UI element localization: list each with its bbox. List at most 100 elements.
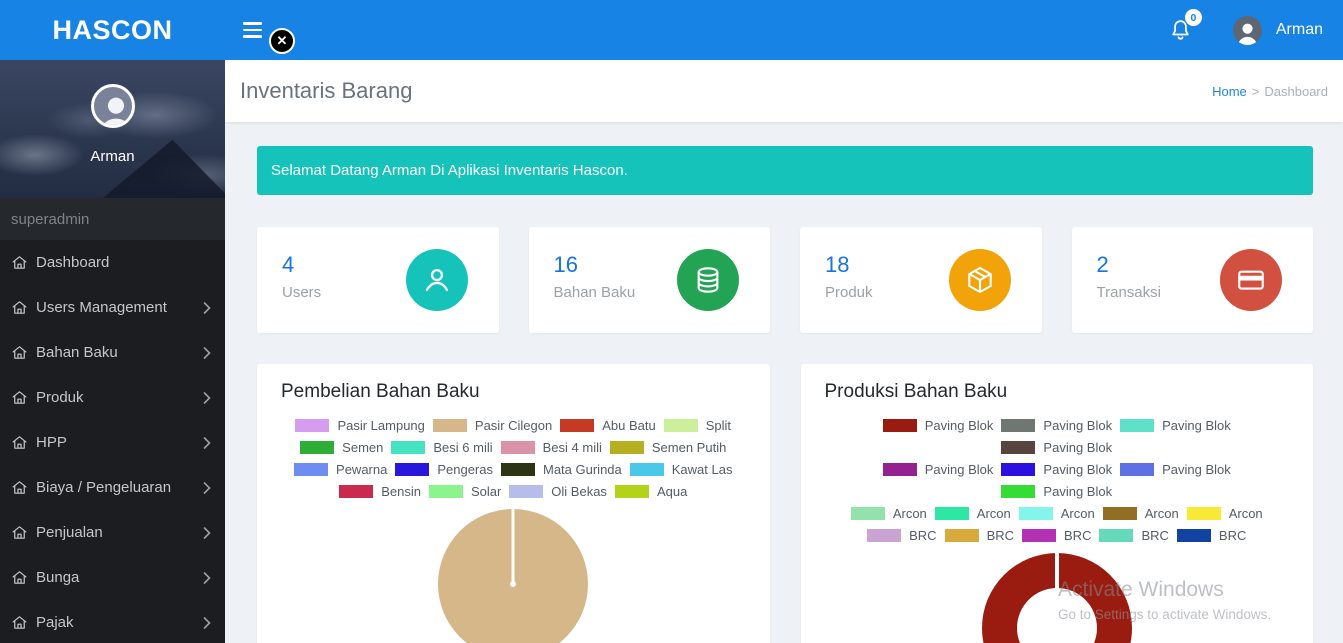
legend-label: Semen <box>342 439 384 455</box>
legend-item[interactable]: Pasir Lampung <box>295 414 425 436</box>
legend-label: Solar <box>470 483 502 499</box>
legend-item[interactable]: Semen <box>300 436 383 458</box>
stat-value: 4 <box>282 252 295 277</box>
sidebar-item-users-management[interactable]: Users Management <box>0 285 225 330</box>
sidebar-item-pajak[interactable]: Pajak <box>0 600 225 643</box>
legend-label: BRC <box>1141 527 1169 543</box>
legend-label: Pewarna <box>336 461 388 477</box>
mountain-decoration <box>79 139 225 198</box>
sidebar-item-penjualan[interactable]: Penjualan <box>0 510 225 555</box>
chevron-right-icon <box>203 571 211 584</box>
notification-badge: 0 <box>1184 9 1202 26</box>
legend-item[interactable]: BRC <box>1022 524 1091 546</box>
legend-item[interactable]: Kawat Las <box>629 458 732 480</box>
legend-item[interactable]: Aqua <box>614 480 687 502</box>
legend-label: BRC <box>986 527 1015 543</box>
legend-item[interactable]: Abu Batu <box>560 414 656 436</box>
legend-swatch <box>395 462 430 476</box>
legend-label: BRC <box>1218 527 1247 543</box>
legend-item[interactable]: Arcon <box>1018 502 1095 524</box>
legend-item[interactable]: Bensin <box>339 480 421 502</box>
sidebar-item-label: Produk <box>36 389 84 406</box>
chart-area <box>281 509 746 643</box>
stat-value: 18 <box>825 252 850 277</box>
legend-item[interactable]: Solar <box>428 480 502 502</box>
legend-label: Arcon <box>1144 505 1179 521</box>
legend-label: Pasir Cilegon <box>474 417 553 433</box>
stat-label: Produk <box>825 284 873 301</box>
legend-item[interactable]: Pengeras <box>395 458 493 480</box>
legend-item[interactable]: Mata Gurinda <box>501 458 622 480</box>
legend-item[interactable]: BRC <box>1099 524 1169 546</box>
legend-item[interactable]: Arcon <box>934 502 1011 524</box>
legend-item[interactable]: BRC <box>944 524 1015 546</box>
legend-item[interactable]: Pasir Cilegon <box>432 414 553 436</box>
legend-item[interactable]: Oli Bekas <box>509 480 607 502</box>
sidebar-item-label: HPP <box>36 434 67 451</box>
legend-label: Split <box>705 417 732 433</box>
breadcrumb-home-link[interactable]: Home <box>1212 83 1247 99</box>
legend-label: Paving Blok <box>1162 461 1231 477</box>
breadcrumb: Home > Dashboard <box>1212 84 1328 99</box>
legend-item[interactable]: Pewarna <box>294 458 387 480</box>
stat-label: Transaksi <box>1096 284 1161 301</box>
user-name[interactable]: Arman <box>1275 21 1323 38</box>
legend-swatch <box>500 440 535 454</box>
notifications-button[interactable]: 0 <box>1168 9 1202 43</box>
legend-item[interactable]: Split <box>663 414 732 436</box>
home-icon <box>11 299 28 316</box>
topbar: HASCON 0 Arman <box>0 0 1343 60</box>
avatar[interactable] <box>1232 15 1262 45</box>
legend-label: Arcon <box>1060 505 1095 521</box>
donut-hole <box>1016 588 1097 643</box>
sidebar-item-label: Penjualan <box>36 524 103 541</box>
legend-item[interactable]: Semen Putih <box>609 436 726 458</box>
legend-item[interactable]: Paving Blok <box>1001 480 1112 502</box>
legend-item[interactable]: Paving Blok <box>1001 458 1112 480</box>
legend-swatch <box>609 440 644 454</box>
user-icon <box>405 249 468 311</box>
legend-item[interactable]: Paving Blok <box>882 458 993 480</box>
legend-item[interactable]: Paving Blok <box>1001 436 1112 458</box>
brand-logo[interactable]: HASCON <box>52 14 173 45</box>
legend-item[interactable]: Arcon <box>1186 502 1263 524</box>
chevron-right-icon <box>203 616 211 629</box>
database-icon <box>677 249 739 311</box>
legend-label: BRC <box>909 527 937 543</box>
credit-card-icon <box>1220 249 1282 311</box>
legend-item[interactable]: Paving Blok <box>1001 414 1112 436</box>
legend-item[interactable]: Paving Blok <box>1120 458 1231 480</box>
hamburger-icon[interactable] <box>243 22 262 38</box>
legend-swatch <box>1022 528 1057 542</box>
welcome-text: Selamat Datang Arman Di Aplikasi Inventa… <box>271 162 628 179</box>
legend-label: Bensin <box>381 483 421 499</box>
legend-swatch <box>867 528 902 542</box>
legend-item[interactable]: BRC <box>867 524 937 546</box>
bell-icon <box>1168 20 1193 47</box>
sidebar-item-dashboard[interactable]: Dashboard <box>0 240 225 285</box>
sidebar-item-bunga[interactable]: Bunga <box>0 555 225 600</box>
stat-value: 2 <box>1096 252 1109 277</box>
legend-item[interactable]: Besi 4 mili <box>500 436 602 458</box>
breadcrumb-current: Dashboard <box>1264 83 1328 99</box>
legend-item[interactable]: BRC <box>1176 524 1247 546</box>
sidebar-item-biaya-pengeluaran[interactable]: Biaya / Pengeluaran <box>0 465 225 510</box>
home-icon <box>11 524 28 541</box>
legend-item[interactable]: Arcon <box>850 502 927 524</box>
stat-label: Users <box>282 284 322 301</box>
sidebar-item-label: Pajak <box>36 614 74 631</box>
stat-card-produk: 18 Produk <box>800 227 1042 333</box>
legend-item[interactable]: Paving Blok <box>882 414 993 436</box>
legend-label: Paving Blok <box>1043 439 1113 455</box>
legend-item[interactable]: Besi 6 mili <box>391 436 493 458</box>
sidebar-item-bahan-baku[interactable]: Bahan Baku <box>0 330 225 375</box>
legend-item[interactable]: Paving Blok <box>1120 414 1231 436</box>
legend-swatch <box>663 418 698 432</box>
sidebar-item-produk[interactable]: Produk <box>0 375 225 420</box>
legend-item[interactable]: Arcon <box>1102 502 1179 524</box>
stat-card-transaksi: 2 Transaksi <box>1071 227 1313 333</box>
stat-label: Bahan Baku <box>553 284 636 301</box>
stats-row: 4 Users 16 Bahan Baku 18 Produk 2 Transaksi <box>257 227 1313 333</box>
legend-swatch <box>295 418 330 432</box>
sidebar-item-hpp[interactable]: HPP <box>0 420 225 465</box>
